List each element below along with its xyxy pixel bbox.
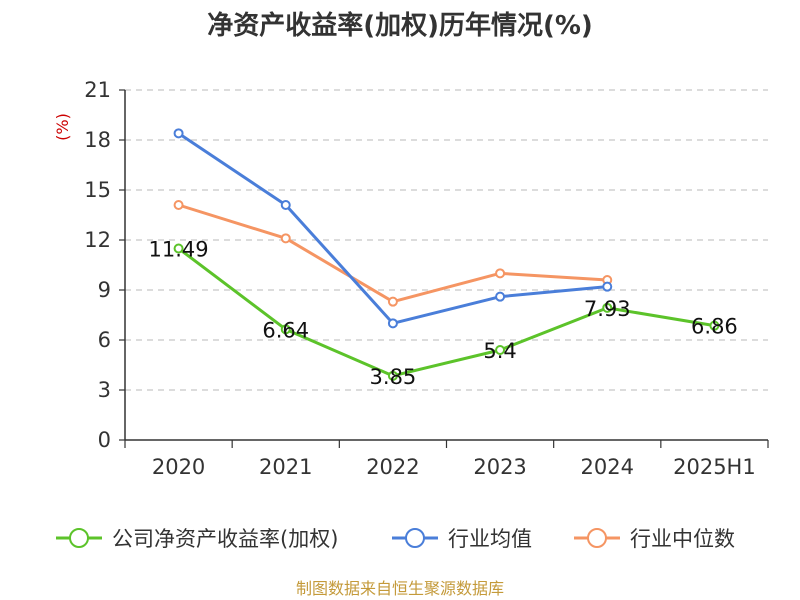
- y-tick-9: 9: [98, 278, 111, 302]
- series-0-point-5: [709, 320, 720, 331]
- legend-marker-1: [405, 528, 425, 548]
- legend-marker-0: [69, 528, 89, 548]
- chart-title: 净资产收益率(加权)历年情况(%): [207, 10, 593, 41]
- y-tick-labels: 0 3 6 9 12 15 18 21: [84, 78, 111, 452]
- series-1-point-1: [280, 200, 291, 210]
- y-tick-12: 12: [84, 228, 111, 252]
- data-labels: 11.49 6.64 3.85 5.4 7.93 6.86: [149, 238, 738, 389]
- x-tick-2020: 2020: [152, 455, 205, 479]
- series-2-point-1: [280, 233, 291, 244]
- series-0-point-0: [173, 243, 184, 254]
- series-1-point-4: [602, 281, 613, 292]
- y-tick-6: 6: [98, 328, 111, 352]
- series-line-2: [178, 203, 608, 304]
- legend-label-1: 行业均值: [448, 527, 532, 551]
- series-0-point-2: [387, 370, 398, 381]
- x-tick-2023: 2023: [473, 455, 526, 479]
- series-group: [173, 128, 720, 381]
- y-tick-15: 15: [84, 178, 111, 202]
- y-tick-0: 0: [98, 428, 111, 452]
- grid-lines: [119, 89, 768, 441]
- x-tick-2025H1: 2025H1: [673, 455, 756, 479]
- x-tick-2022: 2022: [366, 455, 419, 479]
- series-0-point-1: [280, 324, 291, 335]
- series-line-1: [177, 132, 608, 325]
- series-1-point-2: [387, 318, 398, 329]
- series-1-point-3: [495, 291, 506, 302]
- y-tick-18: 18: [84, 128, 111, 152]
- x-tick-labels: 2020 2021 2022 2023 2024 2025H1: [152, 455, 756, 479]
- legend: 公司净资产收益率(加权) 行业均值 行业中位数: [56, 527, 735, 551]
- series-0-point-4: [602, 302, 613, 313]
- data-label-5: 6.86: [691, 315, 738, 339]
- data-label-4: 7.93: [584, 297, 631, 321]
- data-label-2: 3.85: [370, 365, 417, 389]
- legend-marker-2: [587, 528, 607, 548]
- axes: [124, 90, 769, 448]
- data-label-0: 11.49: [149, 238, 209, 262]
- y-tick-3: 3: [98, 378, 111, 402]
- series-2-point-0: [173, 200, 184, 210]
- data-label-3: 5.4: [483, 339, 516, 363]
- series-line-0: [177, 247, 715, 378]
- legend-label-2: 行业中位数: [630, 527, 735, 551]
- series-1-point-0: [173, 128, 184, 139]
- x-tick-2024: 2024: [581, 455, 634, 479]
- data-label-1: 6.64: [262, 318, 309, 342]
- y-tick-21: 21: [84, 78, 111, 102]
- series-0-point-3: [495, 345, 506, 355]
- series-2-point-3: [495, 268, 506, 279]
- legend-label-0: 公司净资产收益率(加权): [112, 527, 338, 551]
- series-2-point-2: [387, 296, 398, 307]
- x-tick-2021: 2021: [259, 455, 312, 479]
- y-axis-unit: (%): [53, 113, 72, 141]
- source-note: 制图数据来自恒生聚源数据库: [296, 579, 504, 598]
